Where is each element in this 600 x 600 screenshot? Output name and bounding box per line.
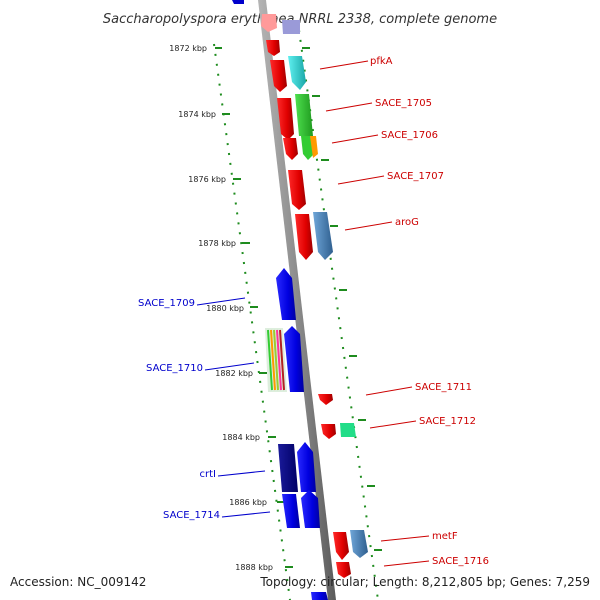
label-leader-line [383, 560, 430, 567]
gene-segment [270, 329, 276, 391]
gene-label-SACE_1714[interactable]: SACE_1714 [163, 510, 220, 521]
major-ticks-right [302, 47, 382, 551]
gene-arrow-SACE_1710[interactable] [284, 326, 304, 392]
gene-arrow-reverse[interactable] [297, 442, 316, 492]
kbp-label: 1876 kbp [188, 175, 226, 184]
gene-arrow-crtI[interactable] [278, 444, 298, 492]
gene-label-SACE_1705[interactable]: SACE_1705 [375, 98, 432, 109]
gene-arrow-partial [311, 592, 328, 600]
gene-label-pfkA[interactable]: pfkA [370, 56, 393, 67]
label-leader-line [369, 420, 417, 429]
label-leader-line [217, 470, 266, 477]
gene-label-aroG[interactable]: aroG [395, 217, 419, 228]
left-tick-track [213, 43, 291, 600]
gene-arrow-SACE_1714[interactable] [282, 494, 300, 528]
gene-label-SACE_1710[interactable]: SACE_1710 [146, 363, 203, 374]
kbp-label: 1888 kbp [235, 563, 273, 572]
kbp-label: 1874 kbp [178, 110, 216, 119]
kbp-label: 1882 kbp [215, 369, 253, 378]
gene-label-metF[interactable]: metF [432, 531, 458, 542]
gene-label-SACE_1711[interactable]: SACE_1711 [415, 382, 472, 393]
gene-label-crtI[interactable]: crtI [200, 469, 216, 480]
label-leader-line [196, 297, 246, 306]
gene-label-SACE_1706[interactable]: SACE_1706 [381, 130, 438, 141]
gene-segment [267, 329, 273, 391]
major-ticks-left [215, 47, 293, 568]
label-leader-line [221, 511, 271, 518]
gene-arrow-forward[interactable] [321, 424, 336, 439]
gene-arrow-partial [261, 14, 277, 32]
label-leader-line [325, 102, 373, 112]
label-leader-line [319, 60, 369, 70]
label-leader-line [331, 134, 379, 144]
label-leader-line [380, 535, 430, 542]
gene-segment [279, 329, 285, 391]
gene-segment [273, 329, 279, 391]
gene-arrow-forward[interactable] [333, 532, 349, 560]
gene-label-SACE_1716[interactable]: SACE_1716 [432, 556, 489, 567]
label-leader-line [344, 221, 393, 231]
kbp-label: 1880 kbp [206, 304, 244, 313]
gene-arrow-pfkA[interactable] [288, 56, 306, 90]
gene-arrow-forward[interactable] [277, 98, 294, 140]
gene-arrow-SACE_1707[interactable] [288, 170, 306, 210]
gene-arrow-SACE_1712[interactable] [340, 423, 356, 437]
gene-arrow-partial [282, 20, 300, 34]
kbp-label: 1872 kbp [169, 44, 207, 53]
genome-backbone [258, 0, 336, 600]
gene-arrow-SACE_1706-segment[interactable] [310, 136, 318, 158]
gene-arrow-SACE_1709[interactable] [276, 268, 296, 320]
gene-arrow-partial [232, 0, 244, 4]
label-leader-line [365, 386, 413, 396]
gene-arrow-aroG[interactable] [313, 212, 333, 260]
topology-text: Topology: circular; Length: 8,212,805 bp… [259, 575, 590, 589]
label-leader-line [204, 362, 255, 371]
gene-arrow-forward[interactable] [270, 60, 287, 92]
gene-label-SACE_1709[interactable]: SACE_1709 [138, 298, 195, 309]
accession-text: Accession: NC_009142 [10, 575, 146, 589]
gene-label-SACE_1707[interactable]: SACE_1707 [387, 171, 444, 182]
gene-arrow-forward[interactable] [295, 214, 313, 260]
map-title: Saccharopolyspora erythraea NRRL 2338, c… [103, 12, 497, 27]
gene-arrow-reverse[interactable] [301, 490, 320, 528]
gene-arrow-SACE_1711[interactable] [318, 394, 333, 405]
kbp-label: 1884 kbp [222, 433, 260, 442]
gene-arrow-SACE_1706[interactable] [301, 136, 314, 160]
label-leader-line [337, 175, 385, 185]
gene-arrow-SACE_1716[interactable] [336, 562, 351, 578]
gene-segment [276, 329, 282, 391]
gene-arrow-forward[interactable] [266, 40, 280, 56]
kbp-label: 1886 kbp [229, 498, 267, 507]
kbp-label: 1878 kbp [198, 239, 236, 248]
gene-arrow-metF[interactable] [350, 530, 368, 558]
gene-arrow-SACE_1705[interactable] [295, 94, 313, 136]
gene-arrow-forward[interactable] [283, 138, 298, 160]
gene-label-SACE_1712[interactable]: SACE_1712 [419, 416, 476, 427]
